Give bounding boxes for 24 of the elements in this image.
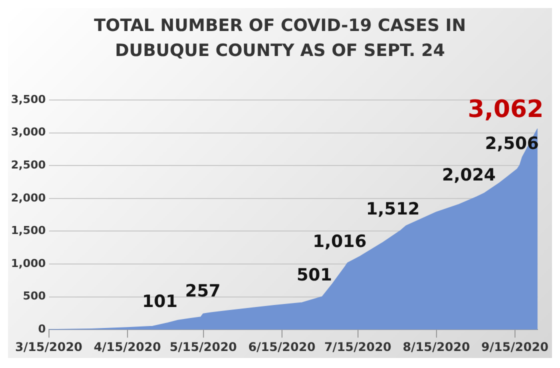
y-tick-label: 500 (22, 290, 46, 303)
x-tick-label: 3/15/2020 (15, 340, 82, 354)
y-tick-label: 0 (38, 322, 46, 336)
y-tick-label: 2,000 (10, 191, 46, 204)
x-tick-label: 4/15/2020 (94, 340, 161, 354)
x-tick-label: 8/15/2020 (402, 340, 470, 354)
y-tick-label: 1,500 (10, 224, 46, 238)
annotation: 257 (185, 282, 221, 302)
y-tick-label: 3,500 (10, 92, 46, 106)
annotation: 2,024 (442, 166, 496, 186)
y-tick-label: 1,000 (10, 256, 46, 270)
x-tick-label: 6/15/2020 (248, 340, 316, 354)
y-tick-label: 3,000 (10, 126, 46, 139)
annotation: 101 (142, 292, 178, 312)
annotation: 2,506 (485, 134, 539, 154)
x-tick-label: 5/15/2020 (170, 340, 237, 354)
y-tick-label: 2,500 (10, 158, 46, 172)
annotation: 3,062 (468, 94, 544, 123)
annotation: 1,512 (366, 199, 420, 220)
x-tick-label: 9/15/2020 (481, 340, 548, 354)
x-tick-label: 7/15/2020 (324, 340, 392, 354)
chart-title: TOTAL NUMBER OF COVID-19 CASES IN DUBUQUE COUNTY AS OF SEPT. 24 (93, 15, 467, 63)
annotation: 501 (296, 266, 332, 286)
annotation: 1,016 (312, 232, 367, 252)
